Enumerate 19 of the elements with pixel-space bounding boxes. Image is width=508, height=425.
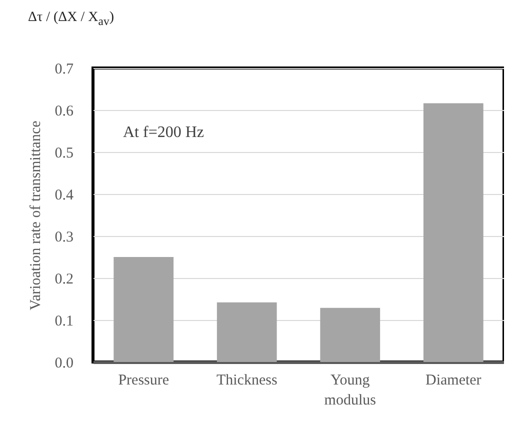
x-tick-label: Thickness	[216, 372, 278, 388]
y-tick-label: 0.4	[54, 188, 74, 204]
bar	[114, 257, 174, 362]
y-tick-label: 0.7	[54, 62, 74, 78]
bar	[320, 308, 380, 362]
x-tick-label: Diameter	[425, 372, 482, 388]
annotation: At f=200 Hz	[123, 124, 204, 141]
text: Δτ / (ΔX / X$_{av}$)	[28, 10, 114, 28]
y-tick-label: 0.5	[54, 146, 74, 162]
x-tick-label: Young modulus	[324, 372, 376, 408]
y-axis-title: Varioation rate of transmittance	[28, 120, 44, 310]
x-tick-label: Pressure	[118, 372, 170, 388]
y-tick-label: 0.3	[54, 230, 74, 246]
y-tick-label: 0.1	[54, 314, 74, 330]
bar	[423, 103, 484, 362]
bar	[216, 302, 277, 362]
y-tick-label: 0.2	[54, 272, 74, 288]
y-tick-label: 0.6	[54, 104, 74, 120]
y-tick-label: 0.0	[54, 356, 74, 372]
